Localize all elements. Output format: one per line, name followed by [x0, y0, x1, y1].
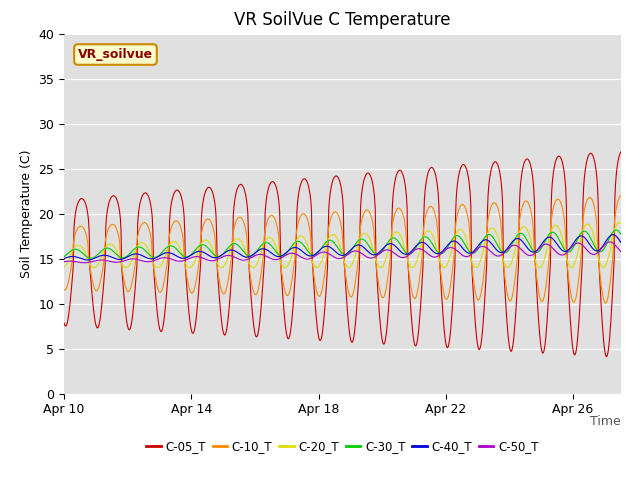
C-20_T	[371, 254, 378, 260]
C-10_T	[298, 211, 306, 217]
C-50_T	[374, 252, 381, 258]
C-30_T	[202, 243, 210, 249]
C-05_T	[435, 204, 443, 210]
C-40_T	[299, 249, 307, 255]
C-30_T	[60, 254, 68, 260]
C-50_T	[299, 255, 307, 261]
C-05_T	[60, 320, 68, 326]
C-05_T	[373, 279, 381, 285]
C-10_T	[202, 218, 209, 224]
C-10_T	[617, 193, 625, 199]
C-30_T	[299, 241, 307, 247]
C-10_T	[435, 254, 443, 260]
C-40_T	[436, 251, 444, 256]
C-50_T	[202, 256, 210, 262]
C-10_T	[338, 229, 346, 235]
C-40_T	[609, 232, 617, 238]
Line: C-10_T: C-10_T	[64, 196, 621, 303]
C-40_T	[60, 256, 68, 262]
C-50_T	[339, 255, 347, 261]
C-30_T	[374, 252, 381, 257]
C-05_T	[371, 195, 378, 201]
C-20_T	[202, 237, 209, 243]
C-40_T	[339, 252, 347, 258]
C-05_T	[298, 178, 306, 183]
Title: VR SoilVue C Temperature: VR SoilVue C Temperature	[234, 11, 451, 29]
C-40_T	[84, 257, 92, 263]
Text: VR_soilvue: VR_soilvue	[78, 48, 153, 61]
C-10_T	[602, 300, 609, 306]
C-20_T	[60, 264, 68, 270]
Line: C-50_T: C-50_T	[64, 242, 621, 263]
C-40_T	[617, 240, 625, 245]
C-10_T	[371, 237, 378, 243]
Line: C-05_T: C-05_T	[64, 152, 621, 357]
C-05_T	[602, 354, 610, 360]
C-30_T	[617, 231, 625, 237]
C-30_T	[371, 251, 379, 257]
C-50_T	[617, 249, 625, 254]
C-40_T	[374, 251, 381, 256]
C-05_T	[617, 149, 625, 155]
C-20_T	[373, 261, 381, 267]
C-20_T	[298, 233, 306, 239]
C-20_T	[617, 220, 625, 226]
C-10_T	[60, 287, 68, 293]
C-10_T	[373, 271, 381, 276]
Line: C-40_T: C-40_T	[64, 235, 621, 260]
C-05_T	[202, 189, 209, 195]
C-50_T	[60, 259, 68, 264]
Y-axis label: Soil Temperature (C): Soil Temperature (C)	[20, 149, 33, 278]
C-20_T	[338, 252, 346, 258]
Legend: C-05_T, C-10_T, C-20_T, C-30_T, C-40_T, C-50_T: C-05_T, C-10_T, C-20_T, C-30_T, C-40_T, …	[141, 435, 543, 458]
C-05_T	[338, 191, 346, 196]
C-50_T	[605, 239, 613, 245]
C-30_T	[339, 251, 347, 257]
C-50_T	[436, 252, 444, 258]
C-30_T	[88, 255, 95, 261]
C-50_T	[371, 254, 379, 260]
C-30_T	[612, 227, 620, 233]
C-50_T	[81, 260, 88, 265]
C-20_T	[616, 220, 623, 226]
Line: C-30_T: C-30_T	[64, 230, 621, 258]
C-30_T	[436, 251, 444, 256]
C-20_T	[436, 258, 444, 264]
C-40_T	[202, 251, 210, 257]
Text: Time: Time	[590, 415, 621, 428]
Line: C-20_T: C-20_T	[64, 223, 621, 267]
C-20_T	[408, 264, 416, 270]
C-40_T	[371, 252, 379, 258]
